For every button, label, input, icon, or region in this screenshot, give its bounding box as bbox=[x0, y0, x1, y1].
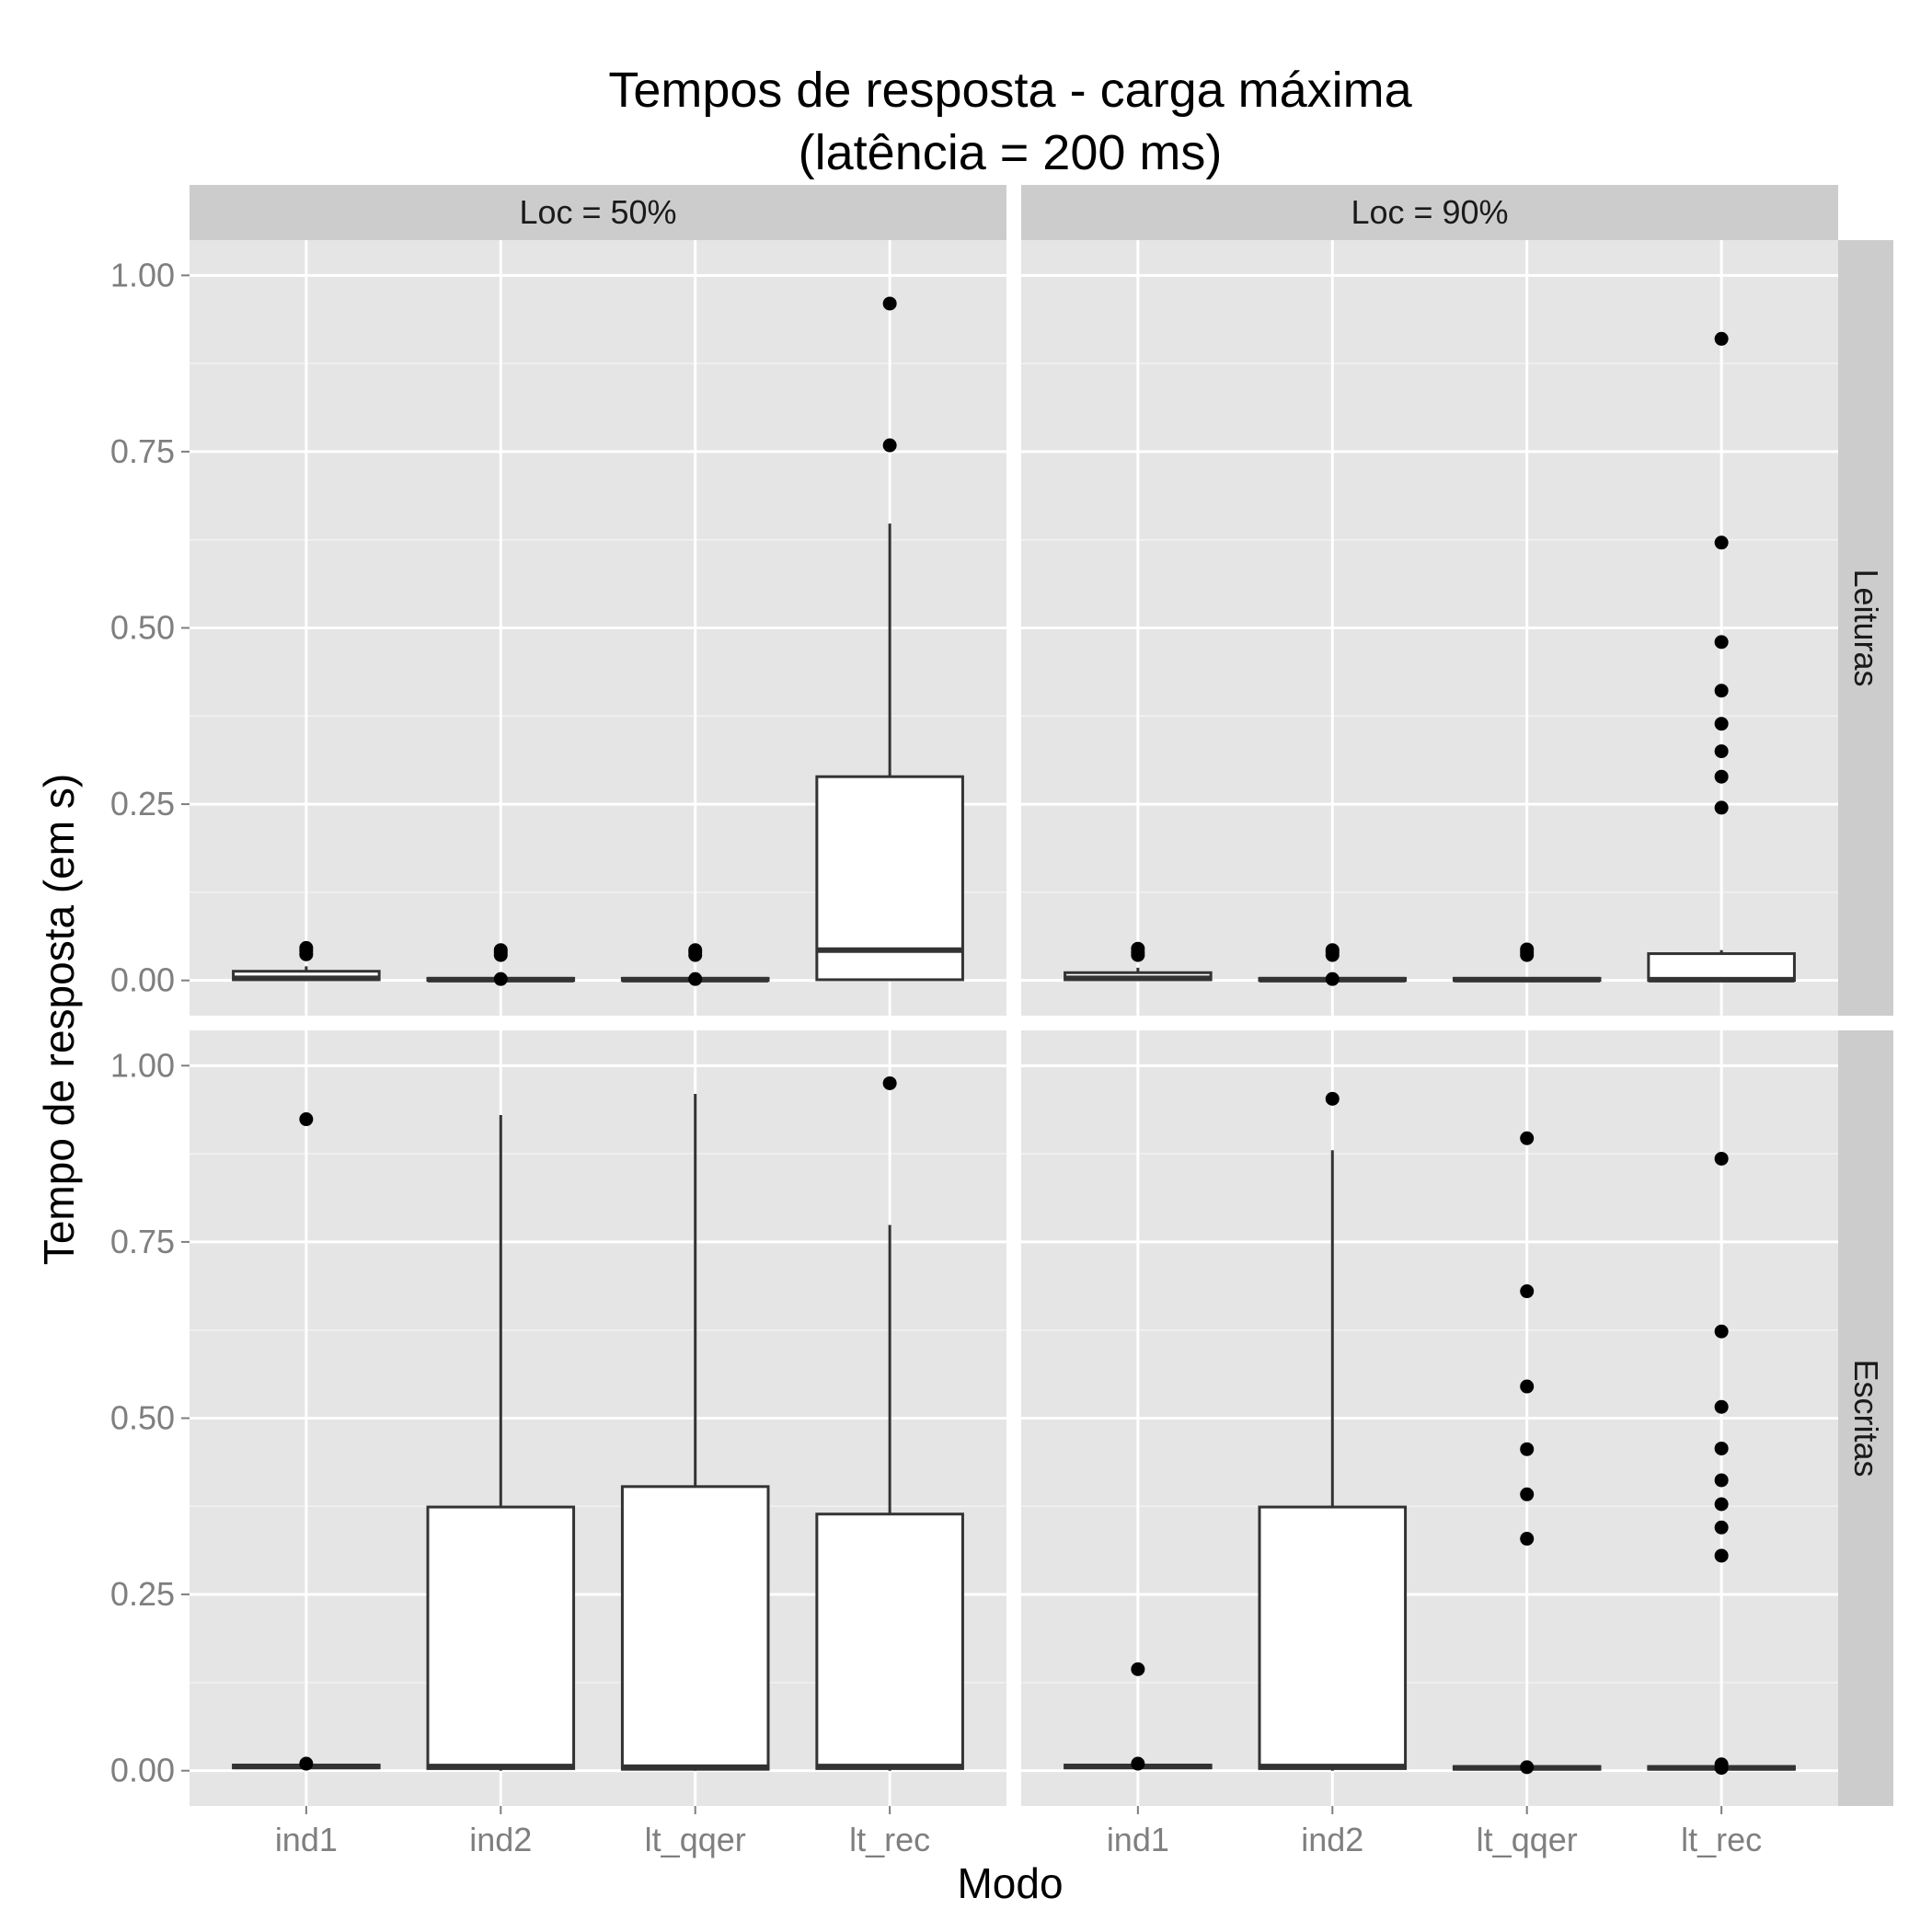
outlier-point bbox=[1714, 1548, 1729, 1563]
box-lt_rec bbox=[1647, 331, 1796, 983]
box-iqr bbox=[1647, 952, 1796, 983]
outlier-point bbox=[1325, 943, 1340, 958]
box-lt_rec bbox=[815, 1075, 964, 1771]
outlier-point bbox=[688, 972, 703, 986]
box-ind1 bbox=[1064, 941, 1213, 982]
x-tick-label: lt_qqer bbox=[645, 1821, 746, 1858]
box-ind2 bbox=[1258, 943, 1408, 986]
outlier-point bbox=[1520, 1487, 1535, 1501]
box-lt_qqer bbox=[620, 1093, 770, 1771]
outlier-point bbox=[882, 296, 897, 311]
box-iqr bbox=[620, 1485, 770, 1771]
outlier-point bbox=[1714, 744, 1729, 759]
outlier-point bbox=[882, 1075, 897, 1090]
y-tick-label: 0.50 bbox=[110, 1399, 175, 1437]
outlier-point bbox=[299, 1112, 314, 1127]
outlier-point bbox=[299, 1756, 314, 1771]
x-tick-label: ind1 bbox=[1107, 1821, 1169, 1858]
y-tick-label: 0.00 bbox=[110, 1752, 175, 1789]
col-strip bbox=[1021, 185, 1838, 240]
outlier-point bbox=[1714, 1757, 1729, 1772]
box-iqr bbox=[815, 1512, 964, 1770]
outlier-point bbox=[1520, 1379, 1535, 1394]
outlier-point bbox=[1714, 684, 1729, 698]
box-lt_qqer bbox=[1452, 1131, 1602, 1775]
facet-panels: Loc = 50% Loc = 90% Leituras Escritas 0.00 0.… bbox=[110, 185, 1893, 1858]
box-ind1 bbox=[232, 1112, 381, 1771]
y-axis-title: Tempo de resposta (em s) bbox=[35, 774, 83, 1265]
outlier-point bbox=[1714, 769, 1729, 784]
outlier-point bbox=[1714, 635, 1729, 650]
y-tick-label: 0.75 bbox=[110, 432, 175, 470]
y-tick-label: 1.00 bbox=[110, 256, 175, 293]
outlier-point bbox=[1714, 331, 1729, 346]
facet-panel bbox=[1021, 1030, 1838, 1806]
outlier-point bbox=[1714, 1497, 1729, 1512]
outlier-point bbox=[1714, 1151, 1729, 1166]
box-iqr bbox=[815, 775, 964, 982]
outlier-point bbox=[1714, 1324, 1729, 1339]
x-axis-title: Modo bbox=[957, 1859, 1063, 1907]
box-ind2 bbox=[426, 943, 576, 986]
y-tick-label: 0.75 bbox=[110, 1223, 175, 1260]
chart-title-line1: Tempos de resposta - carga máxima bbox=[608, 63, 1412, 118]
x-tick-label: ind1 bbox=[275, 1821, 338, 1858]
x-tick-label: ind2 bbox=[1301, 1821, 1363, 1858]
outlier-point bbox=[882, 438, 897, 453]
y-tick-label: 0.25 bbox=[110, 785, 175, 822]
box-iqr bbox=[426, 1505, 576, 1770]
x-tick-label: ind2 bbox=[469, 1821, 532, 1858]
outlier-point bbox=[1325, 972, 1340, 986]
outlier-point bbox=[493, 943, 508, 958]
chart-title-line2: (latência = 200 ms) bbox=[799, 125, 1223, 180]
outlier-point bbox=[1714, 1399, 1729, 1414]
outlier-point bbox=[1714, 1441, 1729, 1455]
outlier-point bbox=[688, 943, 703, 958]
x-tick-label: lt_rec bbox=[849, 1821, 930, 1858]
row-strip bbox=[1838, 240, 1893, 1016]
outlier-point bbox=[1325, 1091, 1340, 1106]
x-tick-label: lt_rec bbox=[1681, 1821, 1762, 1858]
y-tick-label: 0.25 bbox=[110, 1575, 175, 1613]
facet-panel bbox=[190, 240, 1006, 1016]
row-strip-label: Escritas bbox=[1847, 1359, 1885, 1477]
y-tick-label: 1.00 bbox=[110, 1046, 175, 1084]
col-strip bbox=[190, 185, 1006, 240]
box-ind1 bbox=[1064, 1662, 1213, 1771]
col-strip-label: Loc = 90% bbox=[1351, 193, 1508, 231]
outlier-point bbox=[1714, 1520, 1729, 1535]
box-iqr bbox=[1258, 1505, 1408, 1770]
outlier-point bbox=[1131, 1756, 1145, 1771]
outlier-point bbox=[1714, 535, 1729, 550]
col-strip-label: Loc = 50% bbox=[519, 193, 676, 231]
outlier-point bbox=[1131, 941, 1145, 956]
outlier-point bbox=[1131, 1662, 1145, 1676]
outlier-point bbox=[1520, 1760, 1535, 1775]
box-ind2 bbox=[1258, 1091, 1408, 1771]
y-tick-label: 0.50 bbox=[110, 609, 175, 647]
box-lt_qqer bbox=[620, 943, 770, 986]
outlier-point bbox=[1520, 1532, 1535, 1547]
facet-panel bbox=[190, 1030, 1006, 1806]
row-strip bbox=[1838, 1030, 1893, 1806]
y-tick-label: 0.00 bbox=[110, 961, 175, 999]
outlier-point bbox=[1520, 942, 1535, 957]
row-strip-label: Leituras bbox=[1847, 569, 1885, 686]
outlier-point bbox=[493, 972, 508, 986]
outlier-point bbox=[1714, 1473, 1729, 1488]
outlier-point bbox=[1520, 1131, 1535, 1145]
outlier-point bbox=[1520, 1284, 1535, 1299]
outlier-point bbox=[299, 940, 314, 955]
outlier-point bbox=[1714, 717, 1729, 731]
outlier-point bbox=[1714, 800, 1729, 815]
box-ind2 bbox=[426, 1114, 576, 1771]
box-lt_rec bbox=[815, 296, 964, 982]
x-tick-label: lt_qqer bbox=[1477, 1821, 1578, 1858]
box-lt_qqer bbox=[1452, 942, 1602, 983]
box-lt_rec bbox=[1647, 1151, 1796, 1776]
facet-panel bbox=[1021, 240, 1838, 1016]
outlier-point bbox=[1520, 1442, 1535, 1456]
box-ind1 bbox=[232, 940, 381, 982]
